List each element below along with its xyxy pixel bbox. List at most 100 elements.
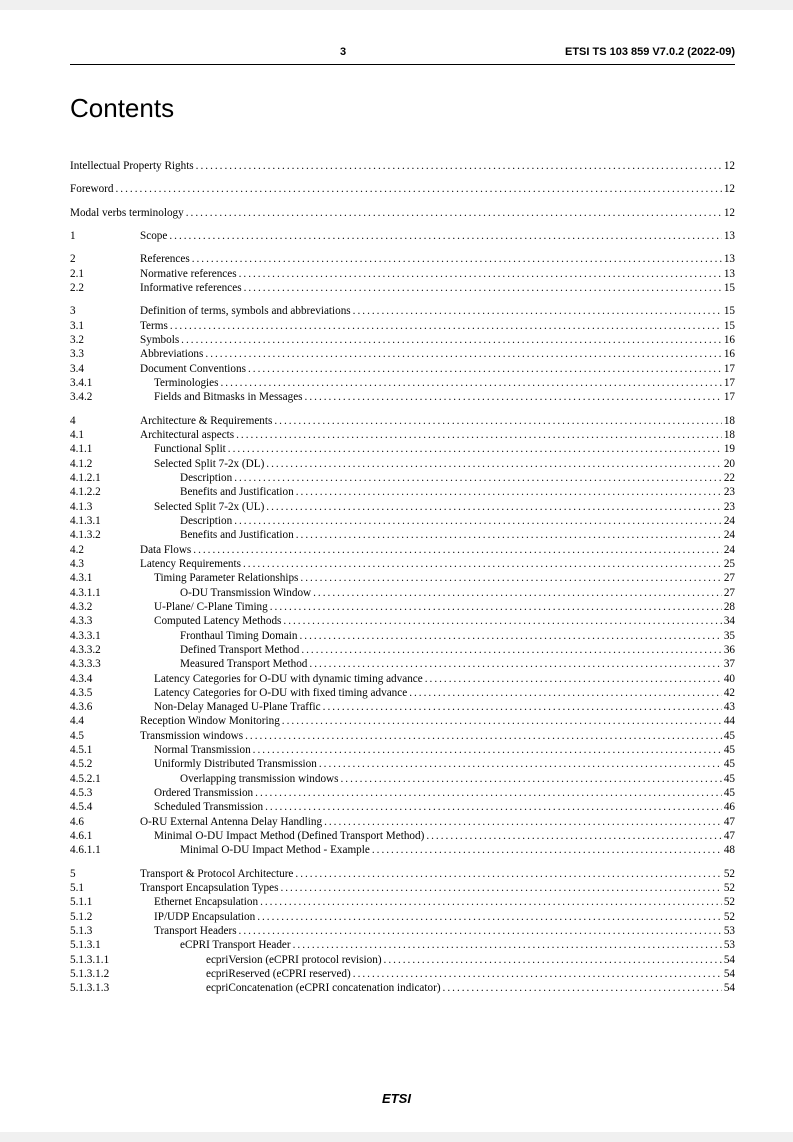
toc-number: 4.1.1 — [70, 442, 140, 456]
toc-page: 36 — [724, 643, 735, 657]
toc-number: 5.1.2 — [70, 910, 140, 924]
toc-text: Functional Split — [140, 442, 226, 456]
toc-page: 52 — [724, 867, 735, 881]
toc-leader — [255, 786, 722, 800]
toc-row: 3.2Symbols 16 — [70, 333, 735, 347]
toc-number: 4.5 — [70, 729, 140, 743]
toc-number: 5.1.3.1.3 — [70, 981, 140, 995]
toc-gap — [70, 197, 735, 206]
toc-row: 3.1Terms 15 — [70, 319, 735, 333]
toc-number: 4.3.4 — [70, 672, 140, 686]
toc-row: 4.3.1Timing Parameter Relationships 27 — [70, 571, 735, 585]
toc-row: 4.6O-RU External Antenna Delay Handling … — [70, 815, 735, 829]
toc-page: 23 — [724, 500, 735, 514]
toc-text: Benefits and Justification — [140, 485, 294, 499]
toc-leader — [319, 757, 722, 771]
toc-text: Uniformly Distributed Transmission — [140, 757, 317, 771]
toc-text: Architectural aspects — [140, 428, 234, 442]
toc-row: 4.5.1Normal Transmission 45 — [70, 743, 735, 757]
toc-row: 1Scope 13 — [70, 229, 735, 243]
toc-number: 4 — [70, 414, 140, 428]
toc-text: Scope — [140, 229, 167, 243]
toc-number: 3.4.1 — [70, 376, 140, 390]
toc-text: Transport Encapsulation Types — [140, 881, 278, 895]
toc-number: 4.1.3 — [70, 500, 140, 514]
toc-row: Modal verbs terminology 12 — [70, 206, 735, 220]
toc-page: 16 — [724, 347, 735, 361]
toc-page: 52 — [724, 895, 735, 909]
toc-leader — [243, 557, 722, 571]
toc-row: 5.1.3.1.1ecpriVersion (eCPRI protocol re… — [70, 953, 735, 967]
toc-number: 4.5.1 — [70, 743, 140, 757]
toc-row: 4.6.1.1Minimal O-DU Impact Method - Exam… — [70, 843, 735, 857]
toc-text: Fields and Bitmasks in Messages — [140, 390, 303, 404]
toc-text: Non-Delay Managed U-Plane Traffic — [140, 700, 321, 714]
toc-row: 4.4Reception Window Monitoring 44 — [70, 714, 735, 728]
toc-number: 4.3.3.1 — [70, 629, 140, 643]
toc-row: 5.1.2IP/UDP Encapsulation 52 — [70, 910, 735, 924]
toc-number: 4.3.2 — [70, 600, 140, 614]
toc-number: 4.3.6 — [70, 700, 140, 714]
toc-row: 3.3Abbreviations 16 — [70, 347, 735, 361]
toc-page: 34 — [724, 614, 735, 628]
toc-row: 4.3.3Computed Latency Methods 34 — [70, 614, 735, 628]
toc-page: 48 — [724, 843, 735, 857]
toc-text: Terminologies — [140, 376, 218, 390]
toc-text: Transport Headers — [140, 924, 237, 938]
toc-row: Intellectual Property Rights 12 — [70, 159, 735, 173]
toc-number: 4.1.2.1 — [70, 471, 140, 485]
toc-row: 4.5.4Scheduled Transmission 46 — [70, 800, 735, 814]
toc-page: 16 — [724, 333, 735, 347]
toc-number: 5.1 — [70, 881, 140, 895]
toc-number: 4.3.3 — [70, 614, 140, 628]
toc-text: Latency Categories for O-DU with fixed t… — [140, 686, 407, 700]
toc-number: 2.2 — [70, 281, 140, 295]
toc-text: Selected Split 7-2x (DL) — [140, 457, 264, 471]
toc-page: 13 — [724, 229, 735, 243]
toc-leader — [409, 686, 722, 700]
toc-page: 40 — [724, 672, 735, 686]
toc-page: 54 — [724, 981, 735, 995]
toc-page: 44 — [724, 714, 735, 728]
toc-number: 4.3 — [70, 557, 140, 571]
toc-row: 4.5.2.1Overlapping transmission windows … — [70, 772, 735, 786]
toc-text: Ethernet Encapsulation — [140, 895, 258, 909]
toc-leader — [266, 500, 722, 514]
toc-page: 54 — [724, 967, 735, 981]
page-number: 3 — [340, 46, 346, 58]
toc-text: U-Plane/ C-Plane Timing — [140, 600, 268, 614]
toc-leader — [234, 514, 722, 528]
toc-page: 27 — [724, 586, 735, 600]
toc-leader — [228, 442, 722, 456]
toc-number: 2 — [70, 252, 140, 266]
toc-page: 54 — [724, 953, 735, 967]
toc-leader — [192, 252, 722, 266]
toc-number: 4.5.2 — [70, 757, 140, 771]
toc-leader — [186, 206, 722, 220]
toc-page: 28 — [724, 600, 735, 614]
toc-row: 5.1Transport Encapsulation Types 52 — [70, 881, 735, 895]
toc-leader — [305, 390, 722, 404]
toc-number: 4.1.3.2 — [70, 528, 140, 542]
toc-leader — [253, 743, 722, 757]
toc-row: 4.5Transmission windows 45 — [70, 729, 735, 743]
toc-row: 3.4.1Terminologies 17 — [70, 376, 735, 390]
toc-row: 4.3.3.2Defined Transport Method 36 — [70, 643, 735, 657]
toc-leader — [248, 362, 722, 376]
toc-row: 4.3.4Latency Categories for O-DU with dy… — [70, 672, 735, 686]
toc-leader — [313, 586, 722, 600]
toc-row: 3Definition of terms, symbols and abbrev… — [70, 304, 735, 318]
toc-text: Latency Categories for O-DU with dynamic… — [140, 672, 423, 686]
toc-text: Selected Split 7-2x (UL) — [140, 500, 264, 514]
toc-text: ecpriVersion (eCPRI protocol revision) — [140, 953, 382, 967]
toc-page: 13 — [724, 267, 735, 281]
toc-page: 15 — [724, 281, 735, 295]
toc-number: 4.3.3.3 — [70, 657, 140, 671]
toc-number: 4.2 — [70, 543, 140, 557]
toc-leader — [260, 895, 722, 909]
toc-gap — [70, 173, 735, 182]
toc-leader — [239, 924, 722, 938]
toc-page: 15 — [724, 319, 735, 333]
toc-text: ecpriReserved (eCPRI reserved) — [140, 967, 351, 981]
toc-page: 46 — [724, 800, 735, 814]
